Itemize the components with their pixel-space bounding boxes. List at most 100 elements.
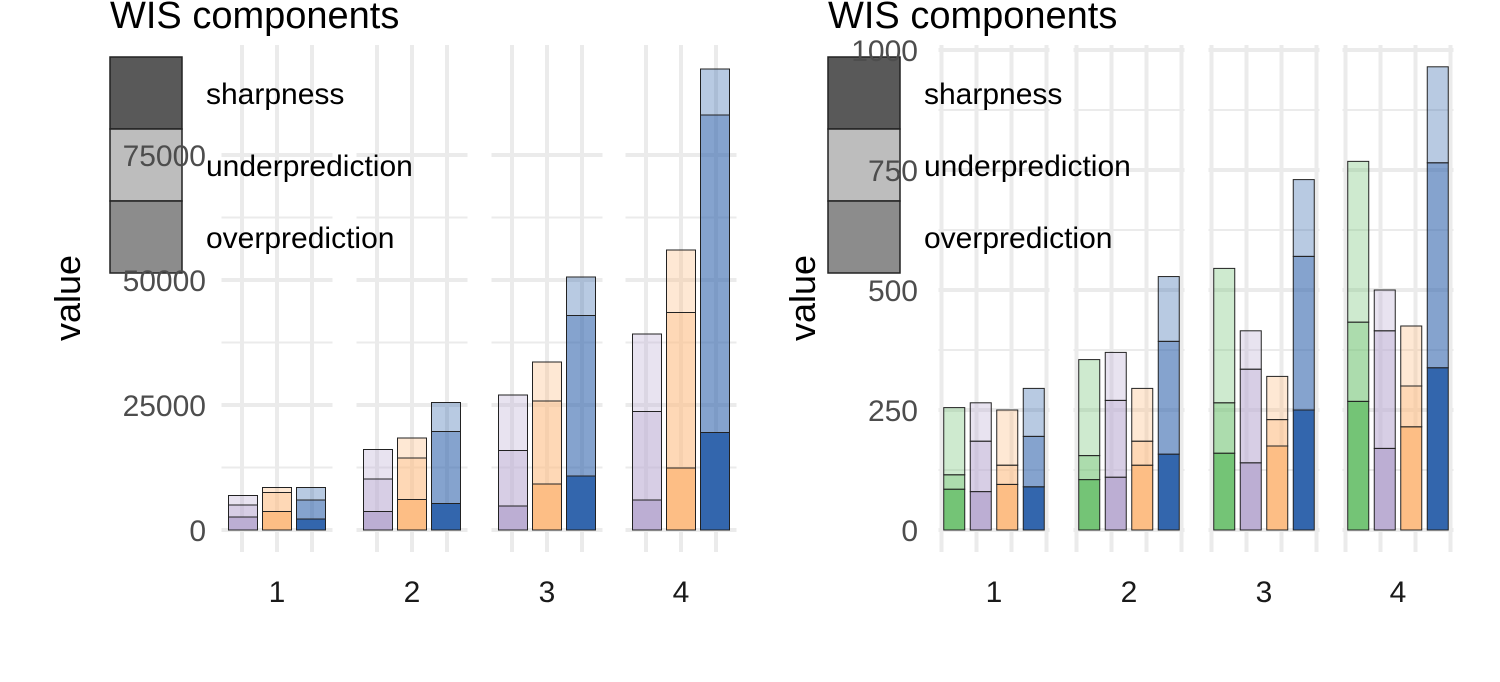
bar-segment xyxy=(1213,452,1236,531)
bar-segment xyxy=(1078,455,1101,481)
bar-segment xyxy=(397,499,427,531)
bar-segment xyxy=(1266,375,1289,421)
y-axis-label: value xyxy=(47,255,88,341)
bar-orange-3 xyxy=(1266,375,1289,531)
bar-segment xyxy=(632,499,662,531)
bar-segment xyxy=(1239,368,1262,464)
bar-segment xyxy=(397,437,427,459)
bar-segment xyxy=(1426,66,1449,164)
right-panel: 1 2 3 4 WIS components sharpness underpredicti… xyxy=(782,0,1454,609)
bar-segment xyxy=(1400,325,1423,387)
bar-segment xyxy=(700,68,730,116)
bar-segment xyxy=(1292,409,1315,531)
bar-segment xyxy=(296,499,326,520)
bar-segment xyxy=(632,333,662,412)
bar-segment xyxy=(566,315,596,477)
bar-segment xyxy=(532,361,562,402)
bar-purple-2 xyxy=(1104,351,1127,531)
bar-segment xyxy=(1104,351,1127,401)
bar-segment xyxy=(566,276,596,316)
bar-segment xyxy=(296,518,326,531)
bar-segment xyxy=(1426,162,1449,369)
bar-segment xyxy=(498,505,528,531)
legend-label-overprediction: overprediction xyxy=(924,222,1112,255)
bar-segment xyxy=(1078,479,1101,531)
bar-green-1 xyxy=(943,407,966,531)
bar-segment xyxy=(1292,255,1315,411)
legend-key-underprediction xyxy=(109,128,183,202)
bar-purple-3 xyxy=(1239,330,1262,531)
bar-segment xyxy=(262,492,292,512)
legend-label-underprediction: underprediction xyxy=(206,150,413,183)
bar-segment xyxy=(1266,419,1289,447)
bar-segment xyxy=(943,474,966,490)
bar-segment xyxy=(996,483,1019,531)
bar-segment xyxy=(996,409,1019,466)
bar-orange-1 xyxy=(262,487,292,531)
y-tick-label: 250 xyxy=(868,395,918,428)
legend-label-sharpness: sharpness xyxy=(206,78,344,111)
bar-segment xyxy=(969,491,992,531)
x-tick-label: 1 xyxy=(269,576,286,609)
bar-purple-4 xyxy=(632,333,662,531)
bar-blue-4 xyxy=(1426,66,1449,531)
bar-orange-3 xyxy=(532,361,562,531)
bar-segment xyxy=(431,431,461,504)
bar-segment xyxy=(262,487,292,493)
legend-label-sharpness: sharpness xyxy=(924,78,1062,111)
bar-segment xyxy=(1157,453,1180,531)
bar-segment xyxy=(228,504,258,518)
bar-segment xyxy=(1157,276,1180,342)
legend: WIS components sharpness underprediction ov… xyxy=(827,0,1131,274)
bar-segment xyxy=(1400,385,1423,428)
bar-segment xyxy=(1078,359,1101,457)
bar-segment xyxy=(1022,435,1045,488)
x-tick-label: 3 xyxy=(1256,576,1273,609)
bar-segment xyxy=(1373,289,1396,332)
y-tick-label: 50000 xyxy=(123,265,206,298)
legend-label-underprediction: underprediction xyxy=(924,150,1131,183)
bar-segment xyxy=(1157,340,1180,455)
x-tick-label: 2 xyxy=(1121,576,1138,609)
legend-key-sharpness xyxy=(109,56,183,130)
bar-segment xyxy=(1104,476,1127,531)
x-tick-label: 3 xyxy=(539,576,556,609)
bar-segment xyxy=(666,249,696,313)
bar-purple-1 xyxy=(228,495,258,531)
bar-purple-2 xyxy=(363,449,393,531)
bar-segment xyxy=(1131,464,1154,531)
bar-orange-2 xyxy=(397,437,427,531)
x-tick-label: 2 xyxy=(404,576,421,609)
bar-green-2 xyxy=(1078,359,1101,531)
left-panel: 1 2 3 4 WIS components sharpness underpredicti… xyxy=(47,0,737,609)
bar-segment xyxy=(1266,445,1289,531)
bar-segment xyxy=(1022,486,1045,531)
bar-segment xyxy=(431,402,461,432)
bar-purple-3 xyxy=(498,394,528,531)
bar-segment xyxy=(943,407,966,476)
legend-title: WIS components xyxy=(110,0,399,37)
bar-orange-2 xyxy=(1131,387,1154,531)
legend-key-sharpness xyxy=(827,56,901,130)
bar-segment xyxy=(296,487,326,501)
bar-blue-2 xyxy=(1157,276,1180,531)
legend-title: WIS components xyxy=(828,0,1117,37)
bar-blue-1 xyxy=(296,487,326,531)
bar-segment xyxy=(397,457,427,500)
bar-segment xyxy=(1400,426,1423,531)
bar-segment xyxy=(969,440,992,493)
bar-segment xyxy=(1292,179,1315,257)
bar-segment xyxy=(228,495,258,506)
bar-segment xyxy=(566,475,596,531)
y-tick-label: 750 xyxy=(868,155,918,188)
bar-orange-4 xyxy=(666,249,696,531)
bar-segment xyxy=(1347,400,1370,531)
bar-segment xyxy=(431,503,461,531)
y-tick-label: 75000 xyxy=(123,140,206,173)
bar-blue-2 xyxy=(431,402,461,531)
bar-segment xyxy=(1426,367,1449,531)
y-tick-label: 1000 xyxy=(851,35,918,68)
bar-segment xyxy=(532,483,562,531)
bar-segment xyxy=(1213,267,1236,404)
bar-segment xyxy=(996,464,1019,485)
